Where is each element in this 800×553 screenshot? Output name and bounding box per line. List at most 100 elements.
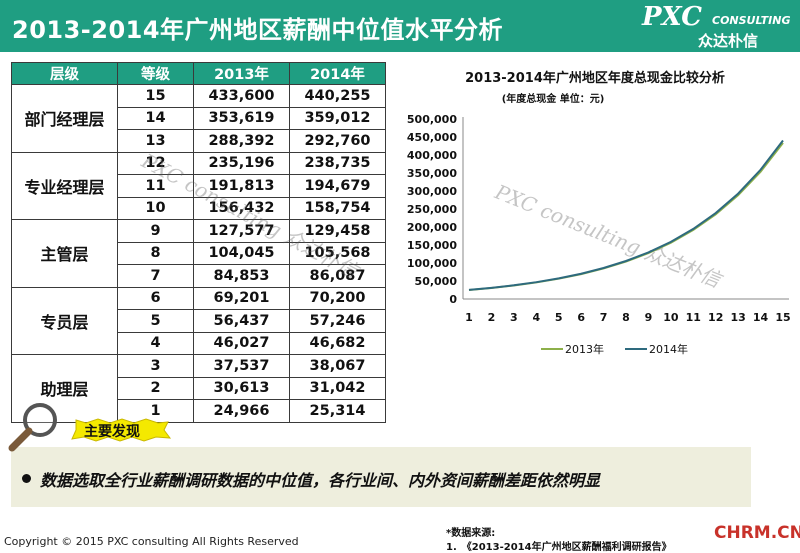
value-2013-cell: 104,045: [193, 241, 290, 265]
table-row: 4 46,027 46,682: [12, 331, 386, 355]
table-row: 主管层 9 127,577 129,458: [11, 219, 386, 288]
site-logo: CHRM.CN: [714, 523, 800, 543]
finding-text: 数据选取全行业薪酬调研数据的中位值，各行业间、内外资间薪酬差距依然明显: [40, 471, 601, 490]
y-tick-label: 100,000: [407, 257, 457, 270]
level-cell: 部门经理层: [11, 84, 118, 153]
x-tick-label: 15: [775, 311, 790, 324]
value-2013-cell: 56,437: [193, 309, 290, 333]
copyright-text: Copyright © 2015 PXC consulting All Righ…: [4, 535, 299, 548]
y-tick-label: 300,000: [407, 185, 457, 198]
x-tick-labels: 1 2 3 4 5 6 7 8 9 10 11 12 13 14 15: [465, 311, 790, 324]
x-tick-label: 3: [510, 311, 518, 324]
series-line-2013年: [468, 142, 784, 292]
level-cell: 专业经理层: [11, 151, 118, 220]
magnifier-icon: [8, 403, 57, 452]
grade-cell: 4: [117, 331, 194, 355]
value-2014-cell: 359,012: [289, 106, 386, 130]
y-tick-label: 50,000: [415, 275, 458, 288]
value-2014-cell: 86,087: [289, 264, 386, 288]
y-tick-label: 200,000: [407, 221, 457, 234]
y-tick-label: 150,000: [407, 239, 457, 252]
value-2014-cell: 194,679: [289, 174, 386, 198]
value-2013-cell: 69,201: [193, 286, 290, 310]
x-tick-label: 12: [708, 311, 723, 324]
value-2014-cell: 292,760: [289, 129, 386, 153]
value-2013-cell: 84,853: [193, 264, 290, 288]
source-item: 1. 《2013-2014年广州地区薪酬福利调研报告》: [446, 542, 672, 553]
grade-cell: 6: [117, 286, 194, 310]
table-row: 14 353,619 359,012: [12, 106, 386, 130]
value-2014-cell: 31,042: [289, 376, 386, 400]
grade-cell: 14: [117, 106, 194, 130]
x-tick-label: 7: [600, 311, 608, 324]
y-tick-label: 350,000: [407, 167, 457, 180]
table-row: 7 84,853 86,087: [12, 264, 386, 288]
x-tick-label: 1: [465, 311, 473, 324]
grade-cell: 12: [117, 151, 194, 175]
value-2014-cell: 238,735: [289, 151, 386, 175]
table-row: 助理层 3 37,537 38,067: [11, 354, 386, 423]
logo-pxc: PXC: [642, 2, 702, 32]
value-2013-cell: 353,619: [193, 106, 290, 130]
value-2014-cell: 70,200: [289, 286, 386, 310]
x-tick-label: 10: [663, 311, 679, 324]
table-header-row: 层级 等级 2013年 2014年: [11, 62, 386, 85]
x-tick-label: 6: [577, 311, 585, 324]
grade-cell: 1: [117, 399, 194, 423]
value-2014-cell: 25,314: [289, 399, 386, 423]
finding-badge: 主要发现: [84, 424, 140, 440]
grade-cell: 15: [117, 84, 194, 108]
y-tick-label: 0: [449, 293, 457, 306]
level-cell: 主管层: [11, 219, 118, 288]
grade-cell: 7: [117, 264, 194, 288]
logo-consulting: CONSULTING: [712, 14, 791, 27]
value-2013-cell: 433,600: [193, 84, 290, 108]
legend-label: 2013年: [565, 342, 604, 356]
chart-legend: 2013年 2014年: [541, 342, 688, 356]
value-2013-cell: 46,027: [193, 331, 290, 355]
x-tick-label: 4: [532, 311, 540, 324]
value-2014-cell: 129,458: [289, 219, 386, 243]
value-2014-cell: 57,246: [289, 309, 386, 333]
value-2013-cell: 288,392: [193, 129, 290, 153]
table-row: 13 288,392 292,760: [12, 129, 386, 153]
y-tick-labels: 0 50,000 100,000 150,000 200,000 250,000 300,0…: [407, 113, 457, 306]
x-tick-label: 5: [555, 311, 563, 324]
line-chart: 2013-2014年广州地区年度总现金比较分析 (年度总现金 单位：元) 050…: [407, 70, 791, 356]
page-title: 2013-2014年广州地区薪酬中位值水平分析: [12, 16, 504, 44]
level-cell: 专员层: [11, 286, 118, 355]
col-header-level: 层级: [11, 62, 118, 85]
y-tick-label: 250,000: [407, 203, 457, 216]
series-line-2014年: [468, 139, 784, 291]
table-row: 1 24,966 25,314: [12, 399, 386, 423]
y-tick-label: 450,000: [407, 131, 457, 144]
logo-chinese: 众达朴信: [698, 32, 759, 50]
header-bar: [0, 0, 800, 52]
grade-cell: 13: [117, 129, 194, 153]
x-tick-label: 8: [622, 311, 630, 324]
value-2014-cell: 46,682: [289, 331, 386, 355]
grade-cell: 5: [117, 309, 194, 333]
x-tick-label: 11: [686, 311, 701, 324]
table-row: 10 156,432 158,754: [12, 196, 386, 220]
value-2013-cell: 30,613: [193, 376, 290, 400]
table-row: 专业经理层 12 235,196 238,735: [11, 151, 386, 220]
grade-cell: 11: [117, 174, 194, 198]
grade-cell: 8: [117, 241, 194, 265]
value-2014-cell: 38,067: [289, 354, 386, 378]
table-row: 2 30,613 31,042: [12, 376, 386, 400]
table-row: 5 56,437 57,246: [12, 309, 386, 333]
table-row: 8 104,045 105,568: [12, 241, 386, 265]
grade-cell: 3: [117, 354, 194, 378]
value-2013-cell: 37,537: [193, 354, 290, 378]
grade-cell: 10: [117, 196, 194, 220]
chart-title: 2013-2014年广州地区年度总现金比较分析: [465, 70, 725, 86]
value-2013-cell: 24,966: [193, 399, 290, 423]
value-2013-cell: 156,432: [193, 196, 290, 220]
legend-label: 2014年: [649, 342, 688, 356]
series-lines: [468, 139, 784, 292]
col-header-2013: 2013年: [193, 62, 290, 85]
x-tick-label: 2: [488, 311, 496, 324]
x-tick-label: 9: [645, 311, 653, 324]
x-tick-label: 13: [730, 311, 745, 324]
